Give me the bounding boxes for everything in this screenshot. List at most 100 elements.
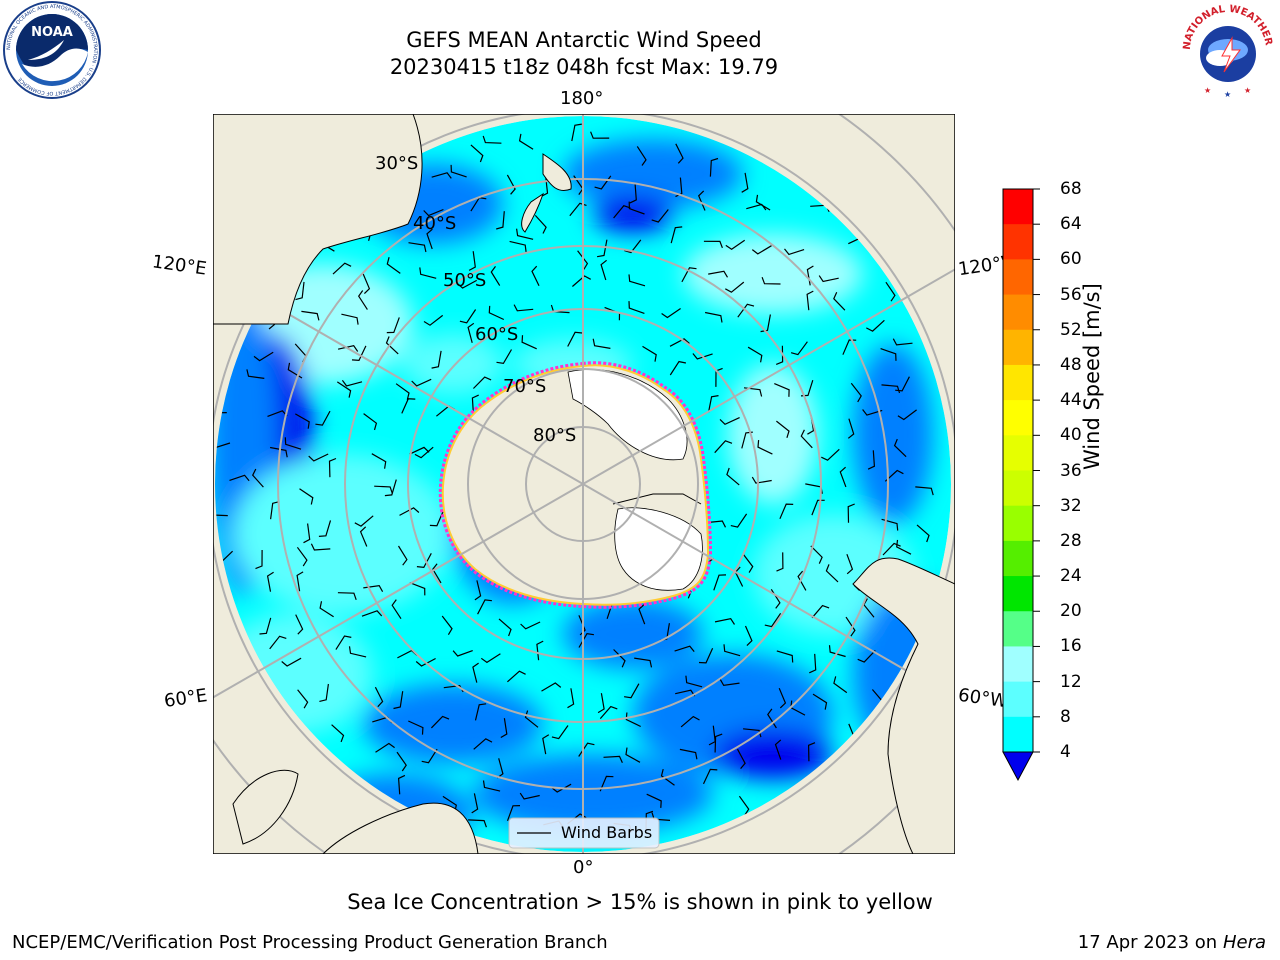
wind-barb	[741, 172, 749, 193]
wind-barb	[760, 314, 771, 333]
wind-barb	[569, 202, 587, 217]
wind-barb	[284, 437, 302, 450]
wind-barb	[767, 708, 777, 729]
wind-barb	[401, 398, 416, 414]
wind-barb	[470, 144, 484, 163]
wind-barb	[295, 413, 310, 429]
wind-barb	[624, 239, 642, 254]
wind-barb	[541, 682, 562, 692]
colorbar-tick-label: 12	[1060, 671, 1082, 692]
wind-barb	[697, 190, 706, 211]
wind-barb	[596, 239, 608, 258]
wind-barb	[704, 311, 723, 323]
wind-barb	[916, 524, 930, 543]
wind-barb	[698, 648, 714, 664]
colorbar-band	[1003, 435, 1033, 471]
colorbar-band	[1003, 189, 1033, 225]
wind-barb	[738, 795, 750, 816]
wind-barb	[592, 338, 611, 349]
wind-barb	[857, 649, 876, 663]
wind-barb	[295, 614, 304, 635]
wind-barb	[862, 409, 883, 416]
wind-barb	[474, 580, 482, 601]
wind-barb	[531, 265, 540, 286]
wind-barb	[847, 503, 855, 523]
wind-barb	[337, 592, 357, 600]
wind-barb	[680, 715, 700, 728]
wind-barb	[498, 618, 512, 637]
wind-barb	[892, 338, 913, 346]
wind-barb	[386, 317, 400, 334]
wind-barb	[743, 728, 762, 738]
colorbar-band	[1003, 470, 1033, 507]
footer-date: 17 Apr 2023 on Hera	[1077, 932, 1266, 953]
wind-barb	[408, 720, 424, 735]
wind-barb	[790, 341, 808, 356]
wind-barb	[281, 657, 302, 667]
wind-barb	[880, 348, 897, 361]
wind-barb	[482, 780, 501, 792]
wind-barb	[613, 649, 626, 668]
wind-barb	[506, 174, 516, 195]
lon-label-60e: 60°E	[162, 685, 209, 712]
wind-barb	[534, 214, 547, 234]
wind-barb	[776, 420, 790, 438]
wind-barb	[341, 313, 359, 325]
wind-barb	[778, 687, 787, 709]
wind-barb	[642, 345, 657, 362]
wind-barb	[490, 266, 501, 286]
wind-barb	[471, 394, 479, 415]
wind-barb	[895, 376, 910, 392]
wind-barb	[751, 245, 772, 255]
wind-barb	[692, 353, 713, 360]
colorbar-tick-label: 44	[1060, 390, 1082, 411]
wind-barb	[459, 309, 477, 324]
wind-barb	[452, 650, 473, 657]
wind-barb	[779, 503, 794, 520]
graticule	[213, 114, 955, 854]
wind-barb	[488, 305, 505, 321]
wind-barb	[551, 725, 569, 740]
wind-barb	[255, 549, 263, 570]
sea-ice-note: Sea Ice Concentration > 15% is shown in …	[347, 890, 933, 914]
wind-barb	[599, 705, 618, 719]
wind-barb	[411, 378, 432, 387]
wind-barb	[761, 276, 781, 285]
wind-barb	[319, 601, 334, 618]
lat-label-40s: 40°S	[413, 213, 456, 234]
wind-barb	[833, 292, 846, 311]
wind-barb	[638, 604, 646, 625]
wind-barb	[432, 563, 442, 584]
wind-barb	[675, 143, 684, 164]
wind-barb	[359, 526, 368, 547]
wind-barb	[500, 718, 508, 739]
wind-barb	[828, 645, 846, 658]
colorbar-band	[1003, 505, 1033, 542]
wind-barb	[628, 301, 645, 314]
wind-barb	[375, 742, 395, 753]
wind-barb	[301, 310, 320, 321]
wind-barb	[897, 409, 917, 421]
wind-barb	[328, 457, 337, 478]
wind-barb	[577, 250, 589, 270]
wind-barb	[473, 738, 493, 750]
svg-text:★: ★	[1224, 90, 1231, 99]
polar-map: 30°S 40°S 50°S 60°S 70°S 80°S Wind Barbs	[213, 114, 955, 854]
wind-barb	[757, 440, 773, 455]
wind-barb	[318, 520, 332, 537]
wind-barb	[337, 345, 359, 352]
wind-barb	[409, 582, 426, 596]
wind-barb	[482, 135, 502, 144]
wind-barb	[395, 383, 410, 400]
wind-barb	[742, 553, 754, 573]
wind-barb	[423, 314, 444, 326]
wind-barb	[784, 248, 805, 256]
nws-logo: NATIONAL WEATHER SERVICE ★ ★ ★	[1174, 0, 1278, 100]
wind-barb	[393, 691, 404, 710]
wind-barb	[431, 350, 442, 369]
wind-barb	[215, 442, 231, 449]
wind-barb	[625, 712, 641, 728]
wind-barb	[818, 275, 839, 283]
wind-barb	[634, 657, 653, 668]
colorbar-band	[1003, 259, 1033, 296]
